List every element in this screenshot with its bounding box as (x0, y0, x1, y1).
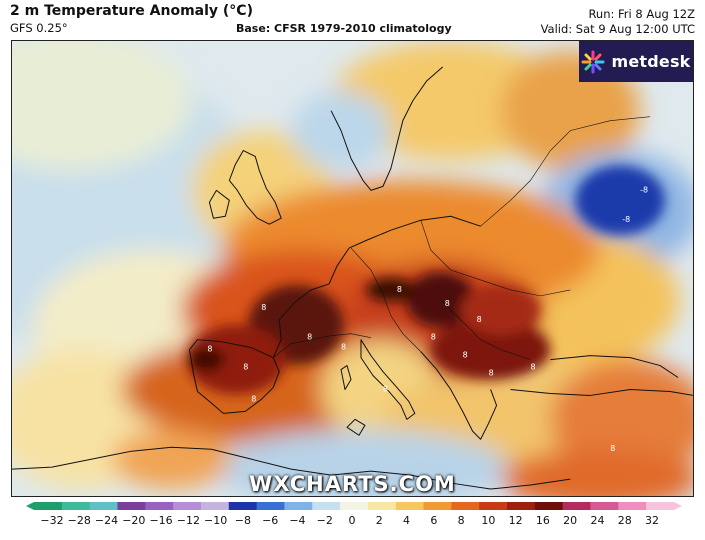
colorbar (26, 502, 682, 510)
contour-label: 8 (431, 333, 436, 342)
colorbar-tick-label: −10 (204, 514, 228, 527)
italy-outline (360, 339, 416, 420)
colorbar-tick-label: −16 (149, 514, 173, 527)
colorbar-segment (200, 502, 230, 510)
colorbar-ticks: −32 −28 −24 −20 −16 −12 −10 −8 −6 −4 −2 0 2 4 6 8 10 12 16… (0, 514, 705, 530)
contour-label: 8 (445, 299, 450, 308)
metdesk-asterisk-icon (581, 50, 605, 73)
model-label: GFS 0.25° (10, 21, 68, 35)
colorbar-segment (173, 502, 202, 510)
metdesk-logo: metdesk (579, 41, 693, 82)
colorbar-segment (507, 502, 536, 510)
colorbar-segment (89, 502, 118, 510)
border-baltic-russia (480, 116, 651, 227)
colorbar-tick-label: 16 (535, 514, 550, 527)
border-pyrenees-alps (273, 333, 372, 358)
contour-label: 8 (243, 363, 248, 372)
border-central-europe (350, 247, 422, 352)
contour-labels: 8 8 8 8 8 8 8 8 8 8 8 8 8 -8 -8 8 8 (207, 185, 648, 453)
contour-label: 8 (610, 444, 615, 453)
colorbar-max-triangle (674, 502, 682, 510)
colorbar-segment (312, 502, 341, 510)
colorbar-segment (618, 502, 647, 510)
contour-label: 8 (477, 315, 482, 324)
colorbar-segment (228, 502, 258, 510)
colorbar-segment (562, 502, 592, 510)
country-borders (273, 116, 651, 360)
colorbar-segment (117, 502, 146, 510)
colorbar-tick-label: −2 (316, 514, 333, 527)
sardinia-outline (340, 365, 352, 390)
colorbar-tick-label: 10 (481, 514, 496, 527)
colorbar-tick-label: −24 (94, 514, 119, 527)
colorbar-tick-label: −8 (234, 514, 252, 527)
contour-label: 8 (261, 303, 266, 312)
black-sea-coast (550, 355, 679, 378)
colorbar-segment (646, 502, 675, 510)
great-britain-outline (228, 150, 282, 225)
colorbar-tick-label: 4 (403, 514, 411, 527)
map-canvas: 8 8 8 8 8 8 8 8 8 8 8 8 8 -8 -8 8 8 (12, 41, 693, 496)
colorbar-segment (395, 502, 425, 510)
colorbar-tick-label: −12 (176, 514, 200, 527)
anatolia-coast (510, 388, 693, 396)
contour-label: -8 (622, 215, 630, 224)
colorbar-tick-label: −4 (289, 514, 306, 527)
iberia-outline (188, 339, 280, 414)
colorbar-tick-label: 28 (617, 514, 632, 527)
colorbar-tick-label: −28 (67, 514, 91, 527)
border-danube (440, 299, 531, 360)
colorbar-segment (284, 502, 313, 510)
contour-label: 8 (251, 394, 256, 403)
colorbar-tick-label: 0 (348, 514, 356, 527)
colorbar-tick-label: 8 (457, 514, 465, 527)
colorbar-tick-label: −6 (262, 514, 279, 527)
metdesk-logo-text: metdesk (611, 52, 691, 71)
contour-label: 8 (341, 343, 346, 352)
colorbar-segment (34, 502, 63, 510)
colorbar-tick-label: 20 (563, 514, 578, 527)
contour-label: 8 (307, 333, 312, 342)
contour-label: -8 (640, 185, 648, 194)
colorbar-segment (479, 502, 508, 510)
colorbar-tick-label: 12 (508, 514, 523, 527)
colorbar-tick-label: 6 (430, 514, 438, 527)
colorbar-min-triangle (26, 502, 34, 510)
climatology-base-label: Base: CFSR 1979-2010 climatology (236, 22, 452, 35)
run-time-label: Run: Fri 8 Aug 12Z (588, 7, 695, 21)
colorbar-tick-label: −20 (122, 514, 146, 527)
chart-title: 2 m Temperature Anomaly (°C) (10, 3, 253, 19)
contour-label: 8 (463, 351, 468, 360)
colorbar-tick-label: 2 (375, 514, 383, 527)
anomaly-hotspots (186, 165, 666, 395)
balkan-coast (420, 351, 498, 440)
colorbar-segment (590, 502, 619, 510)
contour-label: 8 (383, 384, 388, 393)
scandinavia-coast (330, 66, 444, 191)
border-eastern-europe (420, 220, 571, 297)
sicily-outline (346, 418, 366, 436)
colorbar-segment (340, 502, 369, 510)
wxcharts-watermark: WXCHARTS.COM (249, 472, 456, 496)
valid-time-label: Valid: Sat 9 Aug 12:00 UTC (540, 22, 695, 36)
contour-label: 8 (397, 285, 402, 294)
colorbar-segment (145, 502, 174, 510)
colorbar-segment (256, 502, 285, 510)
contour-label: 8 (530, 363, 535, 372)
colorbar-segment (367, 502, 397, 510)
colorbar-segment (534, 502, 564, 510)
colorbar-segment (61, 502, 91, 510)
colorbar-segment (451, 502, 480, 510)
contour-label: 8 (489, 369, 494, 378)
north-africa-coast (12, 446, 571, 490)
anomaly-map: 8 8 8 8 8 8 8 8 8 8 8 8 8 -8 -8 8 8 (11, 40, 694, 497)
contour-label: 8 (207, 345, 212, 354)
colorbar-segment (423, 502, 452, 510)
colorbar-tick-label: 32 (645, 514, 659, 527)
colorbar-tick-label: 24 (590, 514, 605, 527)
ireland-outline (208, 189, 230, 219)
colorbar-tick-label: −32 (40, 514, 64, 527)
anomaly-field (12, 41, 693, 496)
